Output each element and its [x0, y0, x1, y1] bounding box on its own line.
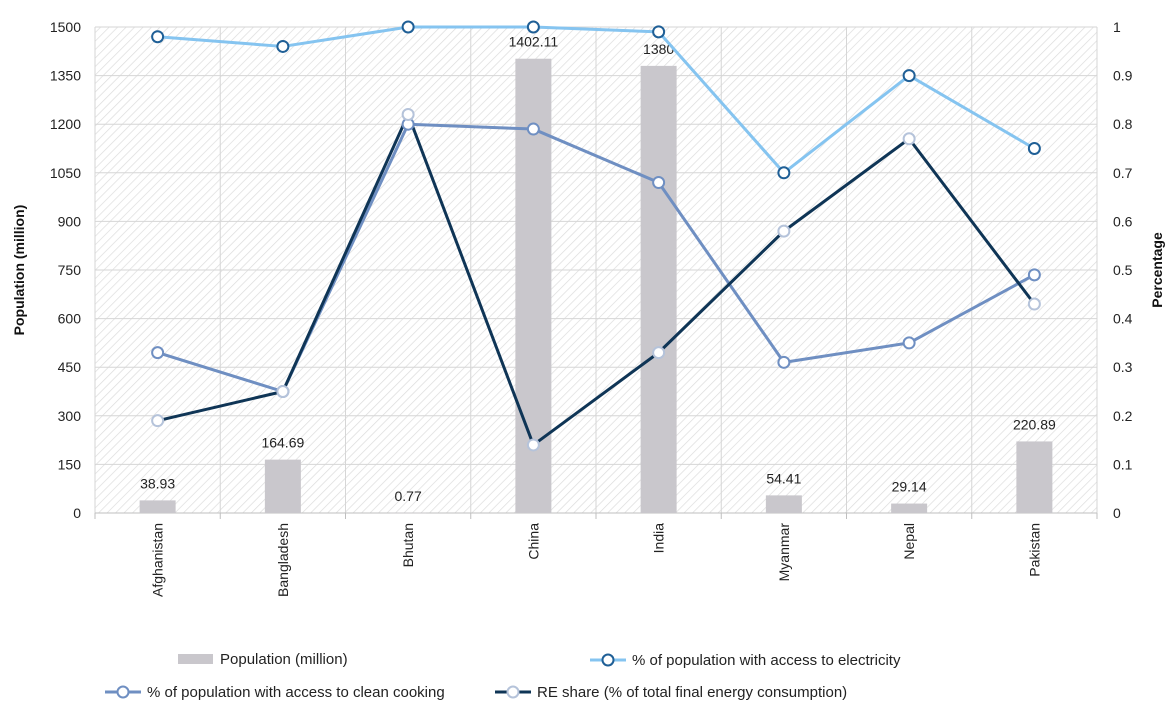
category-label: Nepal — [901, 523, 917, 560]
left-tick-label: 1200 — [50, 116, 81, 132]
legend-label: % of population with access to electrici… — [632, 652, 901, 669]
series-point — [276, 385, 290, 398]
legend-label: RE share (% of total final energy consum… — [537, 684, 847, 701]
right-tick-label: 0.7 — [1113, 165, 1133, 181]
series-point — [401, 107, 415, 121]
category-label: Afghanistan — [150, 523, 166, 597]
series-point — [652, 25, 666, 39]
right-tick-label: 0.9 — [1113, 68, 1133, 84]
series-point — [151, 414, 165, 428]
series-point — [902, 69, 916, 83]
category-label: Myanmar — [776, 523, 792, 582]
bar — [891, 503, 928, 513]
right-tick-label: 0 — [1113, 505, 1121, 521]
category-label: India — [651, 523, 667, 554]
series-point — [526, 20, 540, 34]
left-tick-label: 600 — [58, 311, 82, 327]
bar-data-label: 1402.11 — [509, 34, 559, 50]
legend-label: Population (million) — [220, 651, 348, 668]
bar — [765, 495, 802, 513]
right-tick-label: 0.4 — [1113, 311, 1133, 327]
bar-data-label: 1380 — [643, 41, 674, 57]
left-tick-label: 1350 — [50, 68, 81, 84]
series-point — [652, 346, 666, 360]
series-point — [652, 176, 666, 190]
left-tick-label: 450 — [58, 359, 82, 375]
right-tick-label: 0.5 — [1113, 262, 1133, 278]
left-tick-label: 0 — [73, 505, 81, 521]
legend-marker — [116, 685, 130, 699]
bar-data-label: 29.14 — [892, 479, 927, 495]
legend-marker — [601, 653, 615, 667]
left-tick-label: 900 — [58, 213, 82, 229]
right-tick-label: 0.2 — [1113, 408, 1133, 424]
series-point — [1027, 142, 1041, 155]
left-tick-label: 1500 — [50, 19, 81, 35]
left-tick-label: 300 — [58, 408, 82, 424]
bar — [139, 500, 176, 513]
series-point — [777, 355, 791, 369]
bar-labels: 38.93 164.69 0.77 1402.11 1380 54.41 29.14 220.… — [140, 34, 1056, 504]
right-tick-label: 0.8 — [1113, 116, 1133, 132]
series-point — [902, 132, 916, 146]
bar-data-label: 164.69 — [261, 435, 304, 451]
category-label: Bangladesh — [275, 523, 291, 597]
legend-label: % of population with access to clean coo… — [147, 684, 445, 701]
left-tick-label: 750 — [58, 262, 82, 278]
right-tick-label: 0.6 — [1113, 213, 1133, 229]
right-tick-label: 0.3 — [1113, 359, 1133, 375]
right-tick-label: 1 — [1113, 19, 1121, 35]
bar — [390, 512, 427, 514]
series-point — [401, 20, 415, 34]
series-point — [276, 39, 290, 53]
series-point — [526, 438, 540, 452]
series-markers — [151, 20, 1041, 452]
legend-marker — [506, 685, 520, 699]
category-label: China — [525, 523, 541, 560]
right-axis-title: Percentage — [1149, 232, 1165, 308]
series-point — [902, 336, 916, 350]
left-axis-title: Population (million) — [11, 205, 27, 336]
legend-swatch — [178, 654, 213, 664]
left-tick-label: 150 — [58, 456, 82, 472]
bar-data-label: 0.77 — [395, 488, 422, 504]
series-line — [157, 112, 1036, 447]
series-point — [526, 122, 540, 136]
series-point — [1027, 268, 1041, 282]
series-point — [1027, 297, 1041, 311]
series-point — [151, 346, 165, 360]
left-axis-ticks: 0 150 300 450 600 750 900 1050 1200 1350 1500 — [50, 19, 81, 521]
bar — [640, 65, 677, 513]
series-line — [157, 25, 1036, 175]
right-tick-label: 0.1 — [1113, 456, 1133, 472]
bar-data-label: 38.93 — [140, 475, 175, 491]
right-axis-ticks: 0 0.1 0.2 0.3 0.4 0.5 0.6 0.7 0.8 0.9 1 — [1113, 19, 1133, 521]
series-point — [777, 166, 791, 180]
series-lines — [157, 25, 1036, 447]
legend: Population (million) % of population with… — [105, 651, 901, 701]
left-tick-label: 1050 — [50, 165, 81, 181]
category-label: Pakistan — [1026, 523, 1042, 577]
bar-data-label: 220.89 — [1013, 416, 1056, 432]
x-axis-ticks: Afghanistan Bangladesh Bhutan China India Mya… — [150, 523, 1043, 597]
category-label: Bhutan — [400, 523, 416, 567]
gridlines — [94, 26, 1098, 519]
bar-data-label: 54.41 — [766, 470, 801, 486]
bar — [264, 459, 301, 513]
series-point — [777, 224, 791, 238]
series-point — [151, 30, 165, 44]
bar — [1016, 441, 1053, 513]
